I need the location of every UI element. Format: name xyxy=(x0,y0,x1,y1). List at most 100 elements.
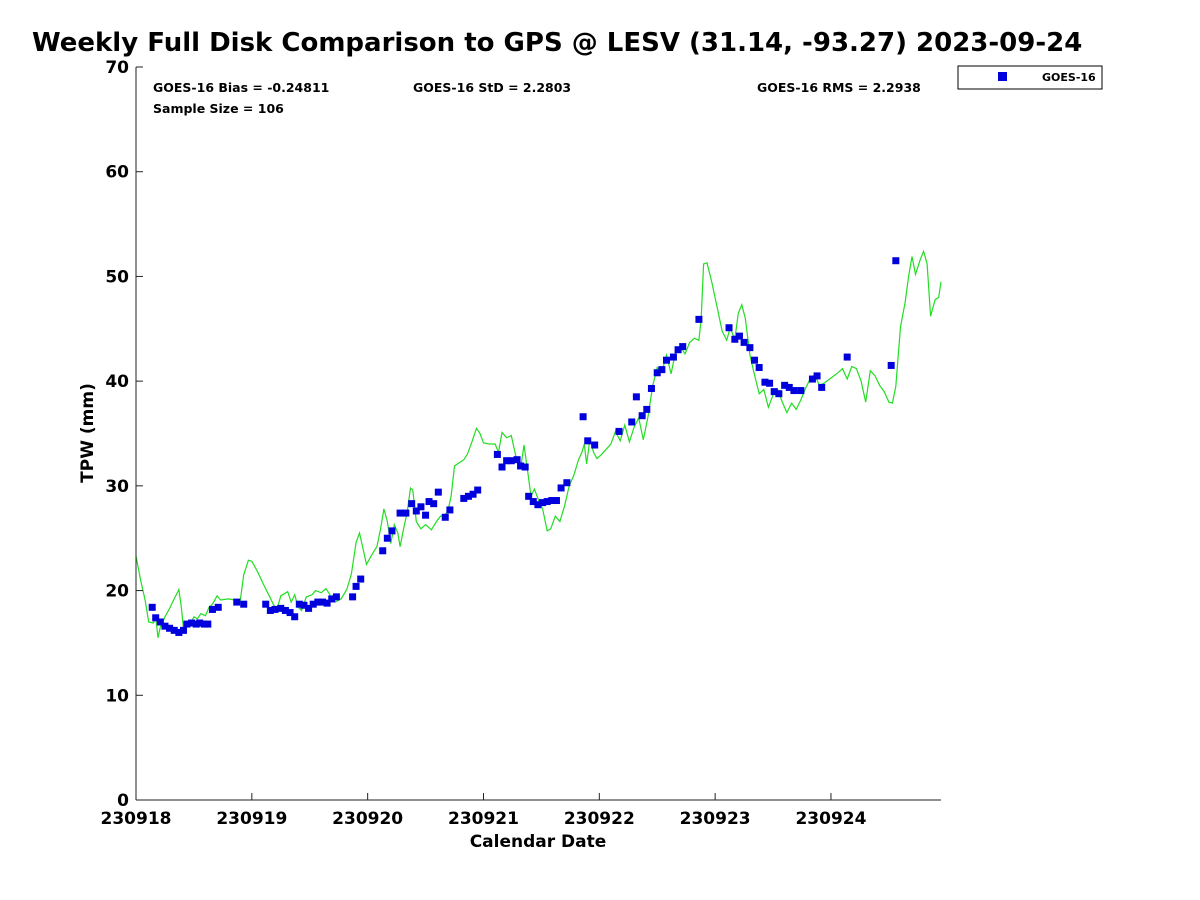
goes-16-point xyxy=(318,598,326,606)
y-tick-label: 40 xyxy=(105,372,129,392)
y-tick-label: 60 xyxy=(105,163,129,183)
goes-16-point xyxy=(679,343,687,351)
goes-16-point xyxy=(725,324,733,332)
gps-series-line xyxy=(135,249,942,638)
goes-16-point xyxy=(818,383,826,391)
x-tick-label: 230919 xyxy=(216,809,287,829)
goes-16-point xyxy=(552,497,560,505)
x-tick-label: 230923 xyxy=(680,809,751,829)
goes-16-point xyxy=(434,488,442,496)
goes-16-point xyxy=(295,600,303,608)
goes-16-point xyxy=(539,499,547,507)
goes-16-point xyxy=(305,604,313,612)
goes-16-point xyxy=(775,390,783,398)
goes-16-point xyxy=(813,372,821,380)
goes-16-point xyxy=(584,437,592,445)
goes-16-point xyxy=(632,393,640,401)
goes-16-point xyxy=(422,511,430,519)
goes-16-point xyxy=(271,605,279,613)
goes-16-point xyxy=(638,412,646,420)
goes-16-point xyxy=(643,405,651,413)
goes-16-point xyxy=(291,613,299,621)
x-tick-label: 230921 xyxy=(448,809,519,829)
goes-16-point xyxy=(240,600,248,608)
goes-16-point xyxy=(441,513,449,521)
goes-16-point xyxy=(396,509,404,517)
goes-16-point xyxy=(887,361,895,369)
goes-16-point xyxy=(300,601,308,609)
goes-16-point xyxy=(349,593,357,601)
x-tick-label: 230922 xyxy=(564,809,635,829)
goes-16-point xyxy=(408,500,416,508)
goes-16-point xyxy=(615,427,623,435)
y-tick-label: 20 xyxy=(105,582,129,602)
goes-16-point xyxy=(204,620,212,628)
goes-16-point xyxy=(474,486,482,494)
goes-16-point xyxy=(557,484,565,492)
goes-16-point xyxy=(770,388,778,396)
goes-16-point xyxy=(548,497,556,505)
goes-16-point xyxy=(277,604,285,612)
goes-16-point xyxy=(388,527,396,535)
goes-16-point xyxy=(469,490,477,498)
stat-bias: GOES-16 Bias = -0.24811 xyxy=(153,80,329,95)
goes-16-point xyxy=(323,599,331,607)
goes-16-point xyxy=(430,500,438,508)
goes-16-point xyxy=(446,506,454,514)
goes-16-point xyxy=(166,624,174,632)
goes-16-point xyxy=(464,492,472,500)
stat-std: GOES-16 StD = 2.2803 xyxy=(413,80,571,95)
goes-16-point xyxy=(281,606,289,614)
goes-16-point xyxy=(493,450,501,458)
goes-16-point xyxy=(402,509,410,517)
chart-title: Weekly Full Disk Comparison to GPS @ LES… xyxy=(32,28,1083,58)
goes-16-point xyxy=(751,356,759,364)
goes-16-point xyxy=(309,600,317,608)
goes-16-point xyxy=(460,494,468,502)
stat-sample-size: Sample Size = 106 xyxy=(153,101,284,116)
goes-16-point xyxy=(543,498,551,506)
goes-16-point xyxy=(731,335,739,343)
goes-16-point xyxy=(517,462,525,470)
goes-16-point xyxy=(892,257,900,265)
goes-16-point xyxy=(152,614,160,622)
goes-16-point xyxy=(653,369,661,377)
goes-16-point xyxy=(286,609,294,617)
y-tick-label: 50 xyxy=(105,267,129,287)
x-tick-label: 230920 xyxy=(332,809,403,829)
goes-16-point xyxy=(156,618,164,626)
goes-16-point xyxy=(674,346,682,354)
stat-rms: GOES-16 RMS = 2.2938 xyxy=(757,80,921,95)
goes-16-point xyxy=(579,413,587,421)
goes-16-point xyxy=(534,501,542,509)
goes-16-point xyxy=(179,626,187,634)
goes-16-point xyxy=(746,344,754,352)
goes-16-point xyxy=(266,606,274,614)
goes-16-point xyxy=(521,463,529,471)
goes-16-point xyxy=(761,378,769,386)
goes-16-point xyxy=(357,575,365,583)
goes-16-point xyxy=(513,456,521,464)
goes-16-point xyxy=(233,598,241,606)
goes-16-point xyxy=(183,620,191,628)
y-tick-label: 70 xyxy=(105,58,129,78)
y-tick-label: 30 xyxy=(105,477,129,497)
goes-16-point xyxy=(785,383,793,391)
goes-16-point xyxy=(170,626,178,634)
goes-16-point xyxy=(262,600,270,608)
goes-16-point xyxy=(498,463,506,471)
goes-16-point xyxy=(525,492,533,500)
goes-16-point xyxy=(591,441,599,449)
legend: GOES-16 xyxy=(957,65,1103,90)
x-axis-label: Calendar Date xyxy=(470,832,607,852)
goes-16-point xyxy=(196,619,204,627)
goes-16-point xyxy=(740,338,748,346)
goes-16-point xyxy=(647,384,655,392)
goes-16-point xyxy=(529,498,537,506)
goes-16-point xyxy=(628,418,636,426)
goes-16-point xyxy=(658,366,666,374)
goes-16-point xyxy=(412,507,420,515)
goes-16-point xyxy=(503,457,511,465)
goes-16-point xyxy=(669,353,677,361)
